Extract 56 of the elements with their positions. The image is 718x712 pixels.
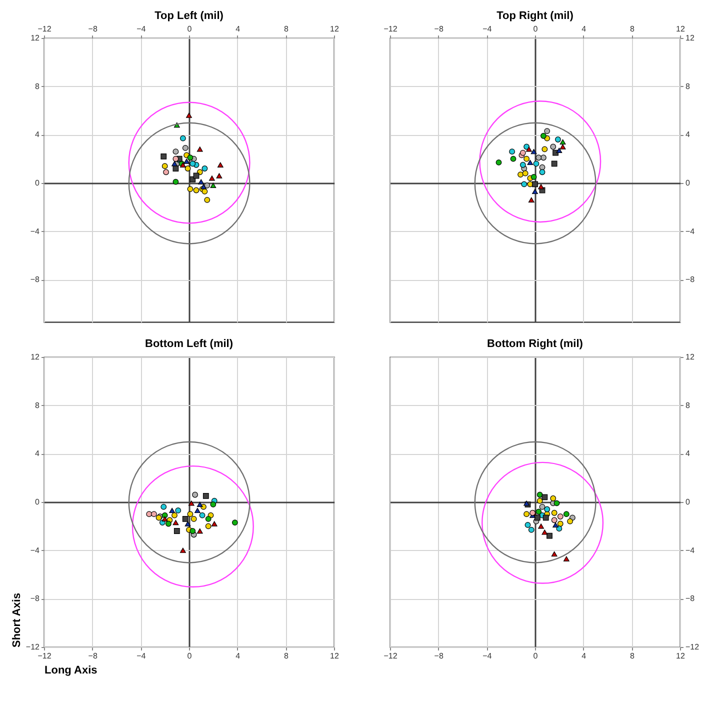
y-tick-label: 12 — [686, 352, 695, 362]
y-tick-label: −4 — [30, 546, 40, 555]
y-tick-label: 8 — [686, 82, 690, 91]
chart-title: Top Right (mil) — [496, 10, 574, 22]
y-tick-label: −8 — [30, 594, 40, 604]
y-tick-label: −12 — [686, 642, 700, 652]
x-tick-label: −4 — [136, 24, 146, 34]
y-tick-label: 12 — [30, 352, 40, 362]
chart-title: Top Left (mil) — [154, 10, 224, 22]
x-tick-label: 0 — [187, 24, 192, 34]
x-tick-label: 4 — [582, 24, 587, 34]
y-tick-label: 4 — [686, 449, 690, 458]
y-tick-label: 4 — [686, 130, 690, 140]
x-tick-label: 12 — [330, 24, 340, 34]
x-tick-label: 0 — [187, 652, 192, 660]
x-tick-label: 4 — [236, 652, 241, 660]
x-tick-label: −4 — [482, 652, 492, 660]
y-tick-label: −12 — [26, 642, 40, 652]
x-tick-label: −8 — [434, 652, 444, 660]
x-tick-label: −4 — [482, 24, 492, 34]
x-tick-label: 4 — [582, 652, 587, 660]
y-tick-label: 8 — [686, 400, 690, 410]
y-tick-label: −8 — [30, 275, 40, 284]
x-tick-label: −8 — [88, 652, 98, 660]
y-tick-label: 12 — [686, 34, 695, 42]
x-tick-label: −8 — [434, 24, 444, 34]
y-tick-label: 8 — [35, 82, 40, 91]
x-tick-label: −12 — [384, 652, 398, 660]
x-tick-label: 0 — [533, 24, 538, 34]
y-axis-title: Short Axis — [10, 592, 23, 648]
y-tick-label: 0 — [35, 498, 40, 506]
chart-title: Bottom Right (mil) — [487, 338, 584, 350]
x-tick-label: −12 — [384, 24, 398, 34]
y-tick-label: −4 — [686, 546, 696, 555]
y-tick-label: −8 — [686, 594, 696, 604]
y-tick-label: −8 — [686, 275, 696, 284]
y-tick-label: 4 — [35, 449, 40, 458]
y-tick-label: 0 — [686, 178, 690, 188]
y-tick-label: −4 — [686, 226, 696, 236]
x-tick-label: 4 — [236, 24, 241, 34]
x-axis-title: Long Axis — [44, 664, 98, 676]
x-tick-label: 8 — [630, 24, 635, 34]
x-tick-label: 8 — [630, 652, 635, 660]
y-tick-label: −4 — [30, 226, 40, 236]
x-tick-label: 0 — [533, 652, 538, 660]
x-tick-label: −8 — [88, 24, 98, 34]
chart-title: Bottom Left (mil) — [145, 338, 234, 350]
y-tick-label: 8 — [35, 400, 40, 410]
y-tick-label: 12 — [30, 34, 40, 42]
x-tick-label: −4 — [136, 652, 146, 660]
y-tick-label: 0 — [686, 498, 690, 506]
x-tick-label: 12 — [330, 652, 340, 660]
y-tick-label: 0 — [35, 178, 40, 188]
x-tick-label: 8 — [284, 24, 289, 34]
y-tick-label: 4 — [35, 130, 40, 140]
x-tick-label: 8 — [284, 652, 289, 660]
